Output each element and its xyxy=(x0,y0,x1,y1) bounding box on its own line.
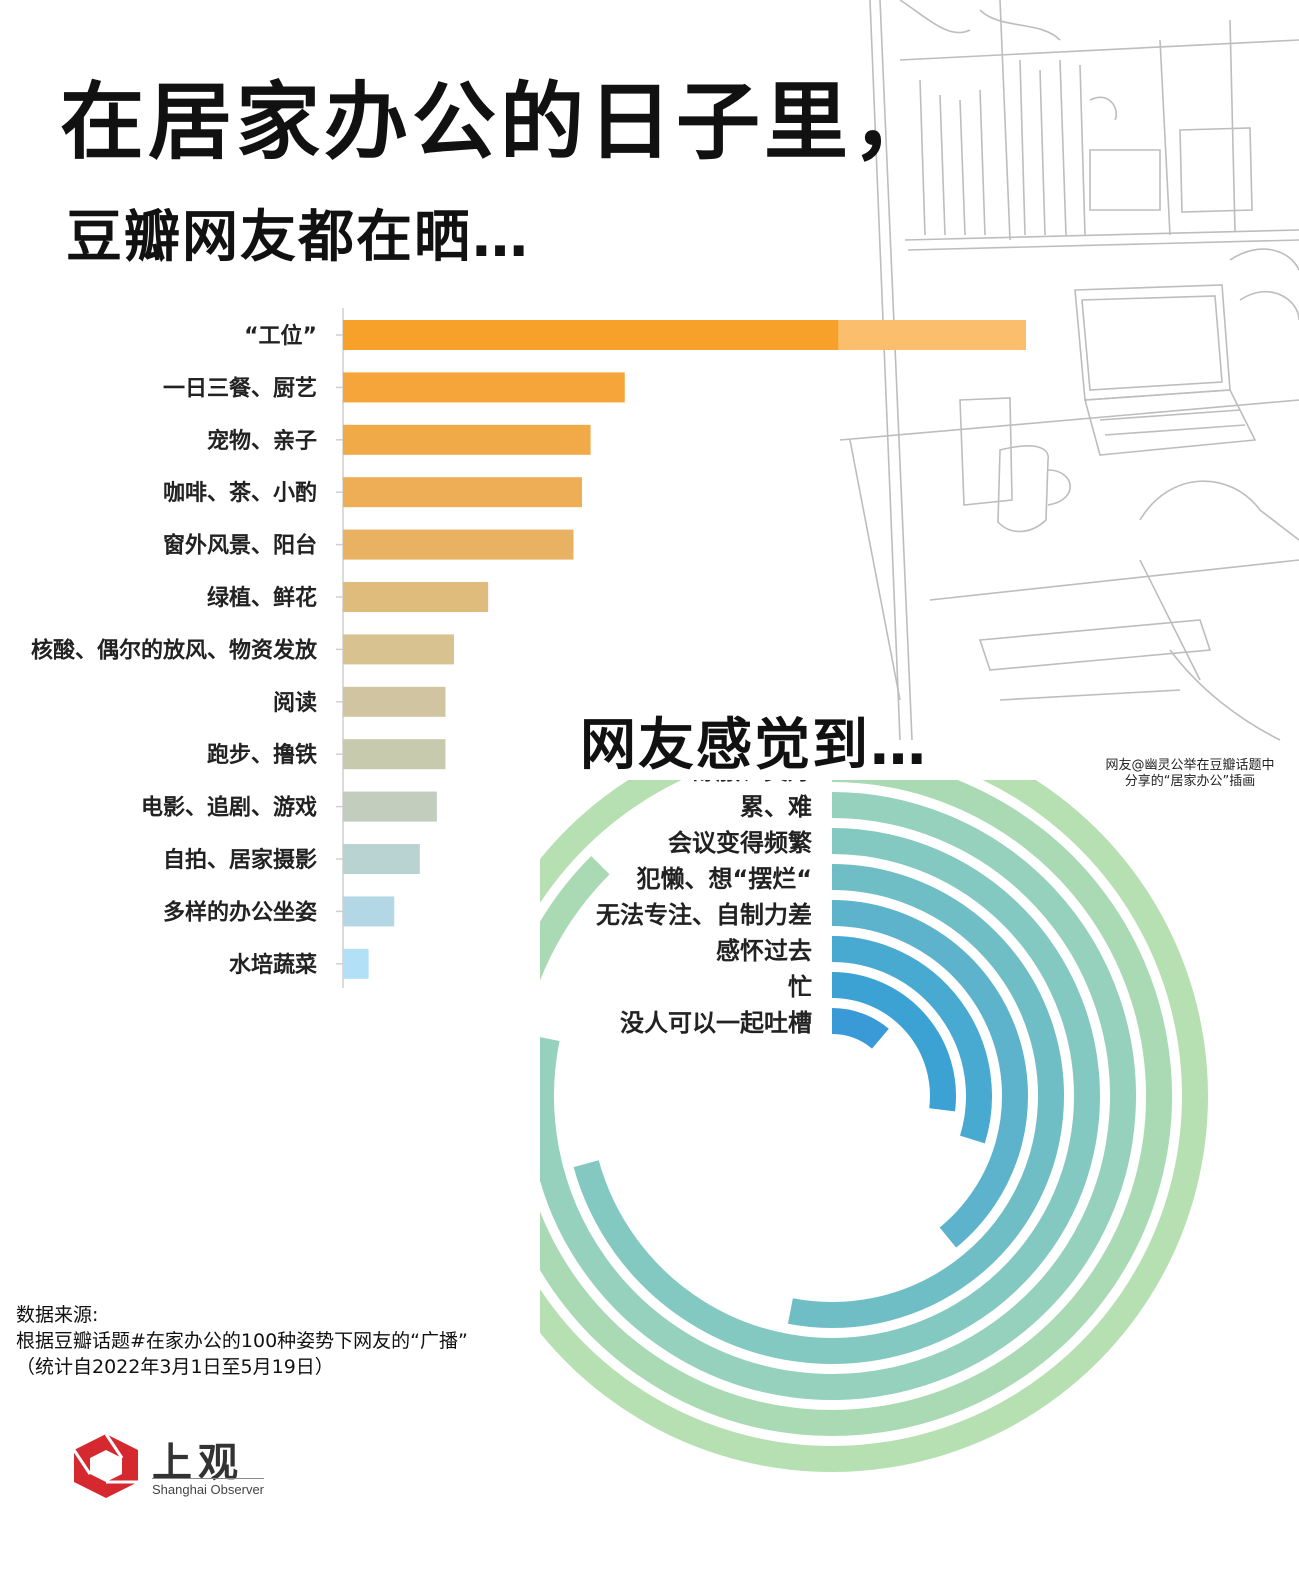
category-label: 核酸、偶尔的放风、物资发放 xyxy=(31,637,318,663)
logo: 上观 Shanghai Observer xyxy=(68,1430,278,1502)
subtitle: 豆瓣网友都在晒… xyxy=(66,205,530,270)
radial-bar xyxy=(540,780,1172,1436)
category-label: 一日三餐、厨艺 xyxy=(163,375,317,401)
category-label: 咖啡、茶、小酌 xyxy=(163,480,317,506)
feelings-title: 网友感觉到… xyxy=(580,713,928,778)
bar xyxy=(343,529,574,560)
category-label: 窗外风景、阳台 xyxy=(163,533,317,559)
bar xyxy=(343,477,583,508)
category-label: 电影、追剧、游戏 xyxy=(141,795,317,821)
source-label: 数据来源: xyxy=(16,1304,99,1326)
credit-line-2: 分享的“居家办公”插画 xyxy=(1124,774,1256,789)
category-label: 阅读 xyxy=(273,691,317,716)
source-line-2: （统计自2022年3月1日至5月19日） xyxy=(16,1356,334,1378)
bar xyxy=(343,844,420,874)
category-label: 多样的办公坐姿 xyxy=(163,899,317,925)
bar xyxy=(343,896,395,927)
category-label: 宠物、亲子 xyxy=(207,428,317,454)
radial-category-label: 舒服、美好 xyxy=(692,780,812,785)
logo-text-cn: 上观 xyxy=(152,1439,244,1486)
logo-rule xyxy=(152,1478,264,1479)
radial-bar xyxy=(540,792,1136,1400)
illustration-credit: 网友@幽灵公举在豆瓣话题中 分享的“居家办公”插画 xyxy=(1092,758,1288,790)
bar xyxy=(343,686,446,717)
logo-text-en: Shanghai Observer xyxy=(152,1482,265,1497)
bar-chart: “工位” 一日三餐、厨艺宠物、亲子咖啡、茶、小酌窗外风景、阳台绿植、鲜花核酸、偶尔… xyxy=(31,308,1026,988)
radial-bar xyxy=(831,936,992,1144)
radial-category-label: 感怀过去 xyxy=(716,937,812,965)
radial-category-label: 忙 xyxy=(788,973,812,1001)
bar xyxy=(343,791,437,822)
radial-category-label: 没人可以一起吐槽 xyxy=(620,1009,812,1037)
radial-category-label: 无法专注、自制力差 xyxy=(596,901,812,929)
bar xyxy=(343,582,489,612)
radial-category-label: 会议变得频繁 xyxy=(668,829,813,857)
bar xyxy=(343,948,369,979)
source-line-1: 根据豆瓣话题#在家办公的100种姿势下网友的“广播” xyxy=(16,1330,468,1352)
main-title: 在居家办公的日子里， xyxy=(60,73,941,171)
radial-bar xyxy=(831,1008,889,1049)
category-label: “工位” xyxy=(244,323,317,349)
radial-category-label: 累、难 xyxy=(740,793,812,821)
bar xyxy=(343,739,446,770)
category-label: 自拍、居家摄影 xyxy=(163,847,317,873)
bar xyxy=(343,634,454,665)
bar-highlight xyxy=(838,320,1026,350)
bar xyxy=(343,372,625,403)
category-label: 跑步、撸铁 xyxy=(207,742,317,768)
radial-bar xyxy=(540,780,1208,1472)
category-label: 绿植、鲜花 xyxy=(207,585,317,611)
radial-bar xyxy=(787,864,1064,1328)
radial-bar xyxy=(831,972,956,1112)
credit-line-1: 网友@幽灵公举在豆瓣话题中 xyxy=(1105,758,1275,773)
logo-mark-icon xyxy=(72,1433,138,1498)
category-label: 水培蔬菜 xyxy=(229,952,317,978)
radial-bar xyxy=(831,900,1028,1248)
radial-bar xyxy=(573,828,1100,1364)
radial-category-label: 犯懒、想“摆烂“ xyxy=(635,865,812,893)
bar xyxy=(343,424,591,455)
radial-bar-chart: 24小时待命舒服、美好累、难会议变得频繁犯懒、想“摆烂“无法专注、自制力差感怀过… xyxy=(540,780,1208,1472)
data-source: 数据来源: 根据豆瓣话题#在家办公的100种姿势下网友的“广播” （统计自202… xyxy=(16,1302,468,1380)
